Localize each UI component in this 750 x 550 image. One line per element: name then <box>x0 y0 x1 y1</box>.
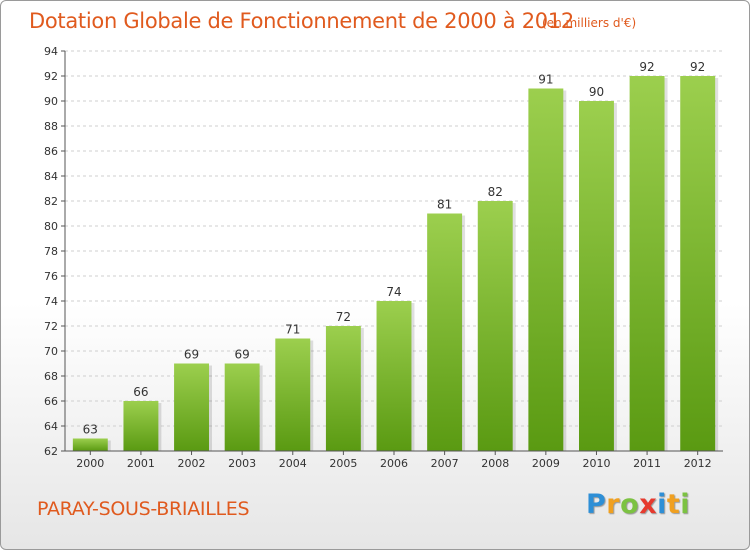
y-tick-label: 82 <box>44 195 58 208</box>
bar <box>72 438 108 451</box>
y-tick-label: 62 <box>44 445 58 458</box>
y-tick-label: 74 <box>44 295 58 308</box>
x-tick-label: 2011 <box>633 457 661 470</box>
chart-title: Dotation Globale de Fonctionnement de 20… <box>29 9 574 33</box>
logo-letter: o <box>620 489 640 520</box>
data-labels: 63 66 69 69 71 72 74 81 82 91 90 92 92 <box>83 60 706 437</box>
y-tick-label: 78 <box>44 245 58 258</box>
logo-letter: t <box>666 489 681 520</box>
y-tick-label: 64 <box>44 420 58 433</box>
bar <box>528 88 564 451</box>
bar <box>376 301 412 451</box>
y-tick-label: 94 <box>44 45 58 58</box>
y-tick-label: 92 <box>44 70 58 83</box>
x-tick-label: 2006 <box>380 457 408 470</box>
y-tick-label: 68 <box>44 370 58 383</box>
data-label: 90 <box>589 85 604 99</box>
y-tick-label: 72 <box>44 320 58 333</box>
bar <box>477 201 513 451</box>
bars <box>72 76 719 451</box>
logo-letter: x <box>639 489 658 520</box>
x-tick-label: 2001 <box>127 457 155 470</box>
x-tick-label: 2005 <box>329 457 357 470</box>
data-label: 82 <box>488 185 503 199</box>
y-tick-label: 66 <box>44 395 58 408</box>
data-label: 66 <box>133 385 148 399</box>
x-tick-label: 2002 <box>178 457 206 470</box>
data-label: 71 <box>285 323 300 337</box>
logo-letter: i <box>657 489 667 520</box>
y-tick-label: 80 <box>44 220 58 233</box>
data-label: 69 <box>184 348 199 362</box>
bar <box>224 363 260 451</box>
bar <box>578 101 614 451</box>
logo-letter: i <box>680 489 691 520</box>
bar <box>325 326 361 451</box>
x-tick-label: 2003 <box>228 457 256 470</box>
data-label: 69 <box>235 348 250 362</box>
x-tick-label: 2009 <box>532 457 560 470</box>
y-tick-label: 76 <box>44 270 58 283</box>
proxiti-logo[interactable]: Proxiti <box>586 489 690 520</box>
x-tick-label: 2012 <box>684 457 712 470</box>
y-tick-label: 88 <box>44 120 58 133</box>
logo-letter: P <box>586 489 607 520</box>
y-tick-label: 84 <box>44 170 58 183</box>
bar <box>680 76 716 451</box>
x-tick-label: 2007 <box>431 457 459 470</box>
data-label: 74 <box>386 285 401 299</box>
bar <box>629 76 665 451</box>
x-tick-label: 2010 <box>582 457 610 470</box>
bar <box>174 363 210 451</box>
data-label: 92 <box>639 60 654 74</box>
x-tick-label: 2000 <box>76 457 104 470</box>
chart-unit: (en milliers d'€) <box>542 16 637 30</box>
y-tick-label: 70 <box>44 345 58 358</box>
logo-letter: r <box>606 489 621 520</box>
axes: 62 64 66 68 70 72 74 76 78 80 82 84 86 88 90 92 94 2000 20… <box>44 45 723 470</box>
x-tick-label: 2008 <box>481 457 509 470</box>
y-tick-label: 86 <box>44 145 58 158</box>
data-label: 63 <box>83 423 98 437</box>
x-tick-label: 2004 <box>279 457 307 470</box>
data-label: 92 <box>690 60 705 74</box>
bar <box>427 213 463 451</box>
bar <box>123 401 159 451</box>
bar <box>275 338 311 451</box>
data-label: 91 <box>538 73 553 87</box>
commune-name: PARAY-SOUS-BRIAILLES <box>37 498 250 520</box>
data-label: 72 <box>336 310 351 324</box>
y-tick-label: 90 <box>44 95 58 108</box>
data-label: 81 <box>437 198 452 212</box>
